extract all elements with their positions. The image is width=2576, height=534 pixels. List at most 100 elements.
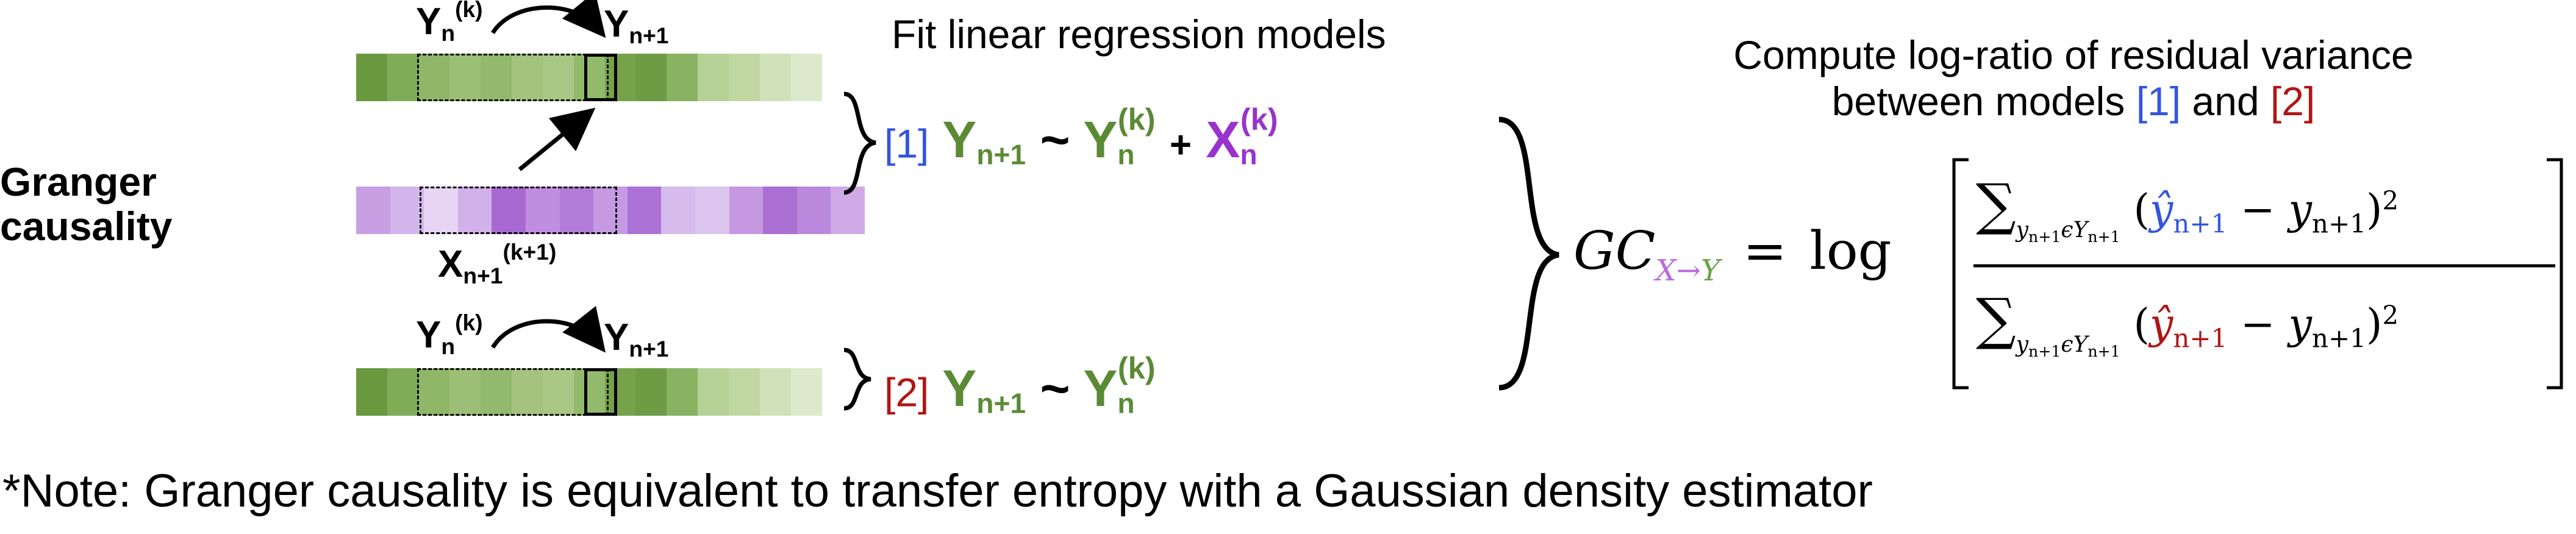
den-y: y bbox=[2288, 301, 2312, 349]
y-bottom-cell bbox=[604, 368, 636, 416]
num-yhat: ŷ bbox=[2149, 186, 2174, 234]
model-2-y-base: Y bbox=[1083, 360, 1118, 418]
den-sum-sub-idx: n+1 bbox=[2028, 342, 2061, 360]
model-1-x-sup: (k) bbox=[1240, 102, 1278, 137]
x-cell bbox=[525, 187, 560, 234]
model-2-lhs-sub: n+1 bbox=[976, 387, 1026, 419]
y-top-cell bbox=[542, 54, 574, 101]
x-cell bbox=[593, 187, 628, 234]
y-next-label-top-base: Y bbox=[604, 3, 629, 45]
brace-model1-icon bbox=[843, 91, 876, 195]
y-next-window-bottom bbox=[584, 368, 617, 416]
left-bracket-icon bbox=[1952, 158, 1969, 390]
y-next-label-top: Yn+1 bbox=[604, 2, 668, 49]
model-2-y-sub: n bbox=[1117, 387, 1135, 419]
den-sum-sub-set-idx: n+1 bbox=[2088, 342, 2120, 360]
curved-arrow-bottom-icon bbox=[491, 305, 606, 353]
model-1-tag: [1] bbox=[884, 121, 929, 166]
model-1-y-term: Yn(k) bbox=[1083, 102, 1155, 171]
y-next-label-bottom: Yn+1 bbox=[604, 316, 668, 362]
x-cell bbox=[492, 187, 526, 234]
x-cell bbox=[559, 187, 594, 234]
y-bottom-cell bbox=[635, 368, 667, 416]
den-sum-sub-set: Y bbox=[2073, 332, 2088, 357]
y-top-cell bbox=[480, 54, 512, 101]
model-2-lhs-base: Y bbox=[942, 360, 977, 418]
y-history-label-bottom-sup: (k) bbox=[455, 310, 483, 335]
y-top-cell bbox=[667, 54, 698, 101]
side-label-line1: Granger bbox=[0, 159, 157, 204]
model-2-op: ~ bbox=[1040, 360, 1070, 418]
y-series-strip-top bbox=[356, 54, 823, 101]
y-top-cell bbox=[356, 54, 387, 101]
y-top-cell bbox=[698, 54, 729, 101]
fit-title: Fit linear regression models bbox=[892, 12, 1386, 57]
den-yhat-idx: n+1 bbox=[2173, 323, 2228, 354]
den-sum: ∑ bbox=[1976, 287, 2016, 352]
model-2-lhs: Yn+1 bbox=[942, 360, 1026, 419]
den-minus: − bbox=[2240, 301, 2275, 349]
model-1-x-term: Xn(k) bbox=[1206, 102, 1278, 171]
y-top-cell bbox=[573, 54, 605, 101]
brace-big-icon bbox=[1498, 116, 1560, 391]
variance-model-2-ref: [2] bbox=[2270, 79, 2316, 124]
model-1-lhs-sub: n+1 bbox=[976, 138, 1026, 171]
x-cell bbox=[729, 187, 764, 234]
formula-numerator: ∑yn+1ϵYn+1 (ŷn+1 − yn+1)2 bbox=[1976, 172, 2399, 246]
den-yhat: ŷ bbox=[2149, 301, 2174, 349]
y-next-label-bottom-base: Y bbox=[604, 316, 629, 358]
den-sum-sub: yn+1ϵYn+1 bbox=[2016, 332, 2120, 360]
y-bottom-cell bbox=[418, 368, 449, 416]
x-cell bbox=[831, 187, 865, 234]
num-sum-sub-idx: n+1 bbox=[2028, 227, 2061, 246]
num-lparen: ( bbox=[2133, 186, 2150, 234]
curved-arrow-top-icon bbox=[491, 0, 606, 38]
model-2-equation: [2] Yn+1 ~ Yn(k) bbox=[884, 350, 1155, 420]
x-cell bbox=[390, 187, 424, 234]
y-history-label-top: Yn(k) bbox=[416, 0, 483, 46]
den-sum-sub-y: y bbox=[2016, 332, 2029, 357]
den-lparen: ( bbox=[2133, 301, 2150, 349]
y-top-cell bbox=[449, 54, 481, 101]
model-1-y-base: Y bbox=[1083, 111, 1118, 169]
y-history-label-top-sub: n bbox=[441, 20, 456, 46]
x-history-label-sup: (k+1) bbox=[503, 239, 557, 265]
y-bottom-cell bbox=[760, 368, 792, 416]
model-1-lhs-base: Y bbox=[942, 111, 977, 169]
right-bracket-icon bbox=[2547, 158, 2563, 390]
y-bottom-cell bbox=[729, 368, 760, 416]
x-history-label-sub: n+1 bbox=[463, 263, 503, 289]
x-series-strip bbox=[356, 187, 865, 234]
y-history-label-bottom-sub: n bbox=[441, 333, 456, 360]
num-y-idx: n+1 bbox=[2311, 208, 2366, 239]
num-sum: ∑ bbox=[1976, 172, 2016, 237]
gc-log: log bbox=[1809, 221, 1892, 282]
y-bottom-cell bbox=[480, 368, 512, 416]
y-bottom-cell bbox=[387, 368, 418, 416]
x-history-label: Xn+1(k+1) bbox=[438, 239, 556, 289]
y-history-label-bottom: Yn(k) bbox=[416, 310, 483, 360]
x-cell bbox=[424, 187, 458, 234]
y-series-strip-bottom bbox=[356, 368, 823, 416]
x-cell bbox=[457, 187, 492, 234]
model-1-y-sub: n bbox=[1117, 138, 1135, 171]
y-top-cell bbox=[729, 54, 760, 101]
gc-sub-y: Y bbox=[1700, 254, 1720, 288]
y-bottom-cell bbox=[356, 368, 387, 416]
num-sum-sub-set: Y bbox=[2073, 217, 2088, 243]
x-cell bbox=[627, 187, 662, 234]
brace-model2-icon bbox=[843, 347, 871, 411]
variance-title-line2: between models [1] and [2] bbox=[1831, 79, 2316, 124]
y-bottom-cell bbox=[667, 368, 698, 416]
y-history-label-top-base: Y bbox=[416, 0, 442, 43]
y-top-cell bbox=[387, 54, 418, 101]
gc-sub-arrow: → bbox=[1676, 254, 1701, 288]
x-cell bbox=[661, 187, 695, 234]
x-history-window bbox=[420, 187, 617, 234]
side-label-line2: causality bbox=[0, 203, 173, 249]
x-cell bbox=[796, 187, 831, 234]
num-minus: − bbox=[2240, 186, 2275, 234]
gc-subscript: X→Y bbox=[1656, 254, 1720, 288]
variance-title-line1: Compute log-ratio of residual variance bbox=[1733, 32, 2414, 77]
